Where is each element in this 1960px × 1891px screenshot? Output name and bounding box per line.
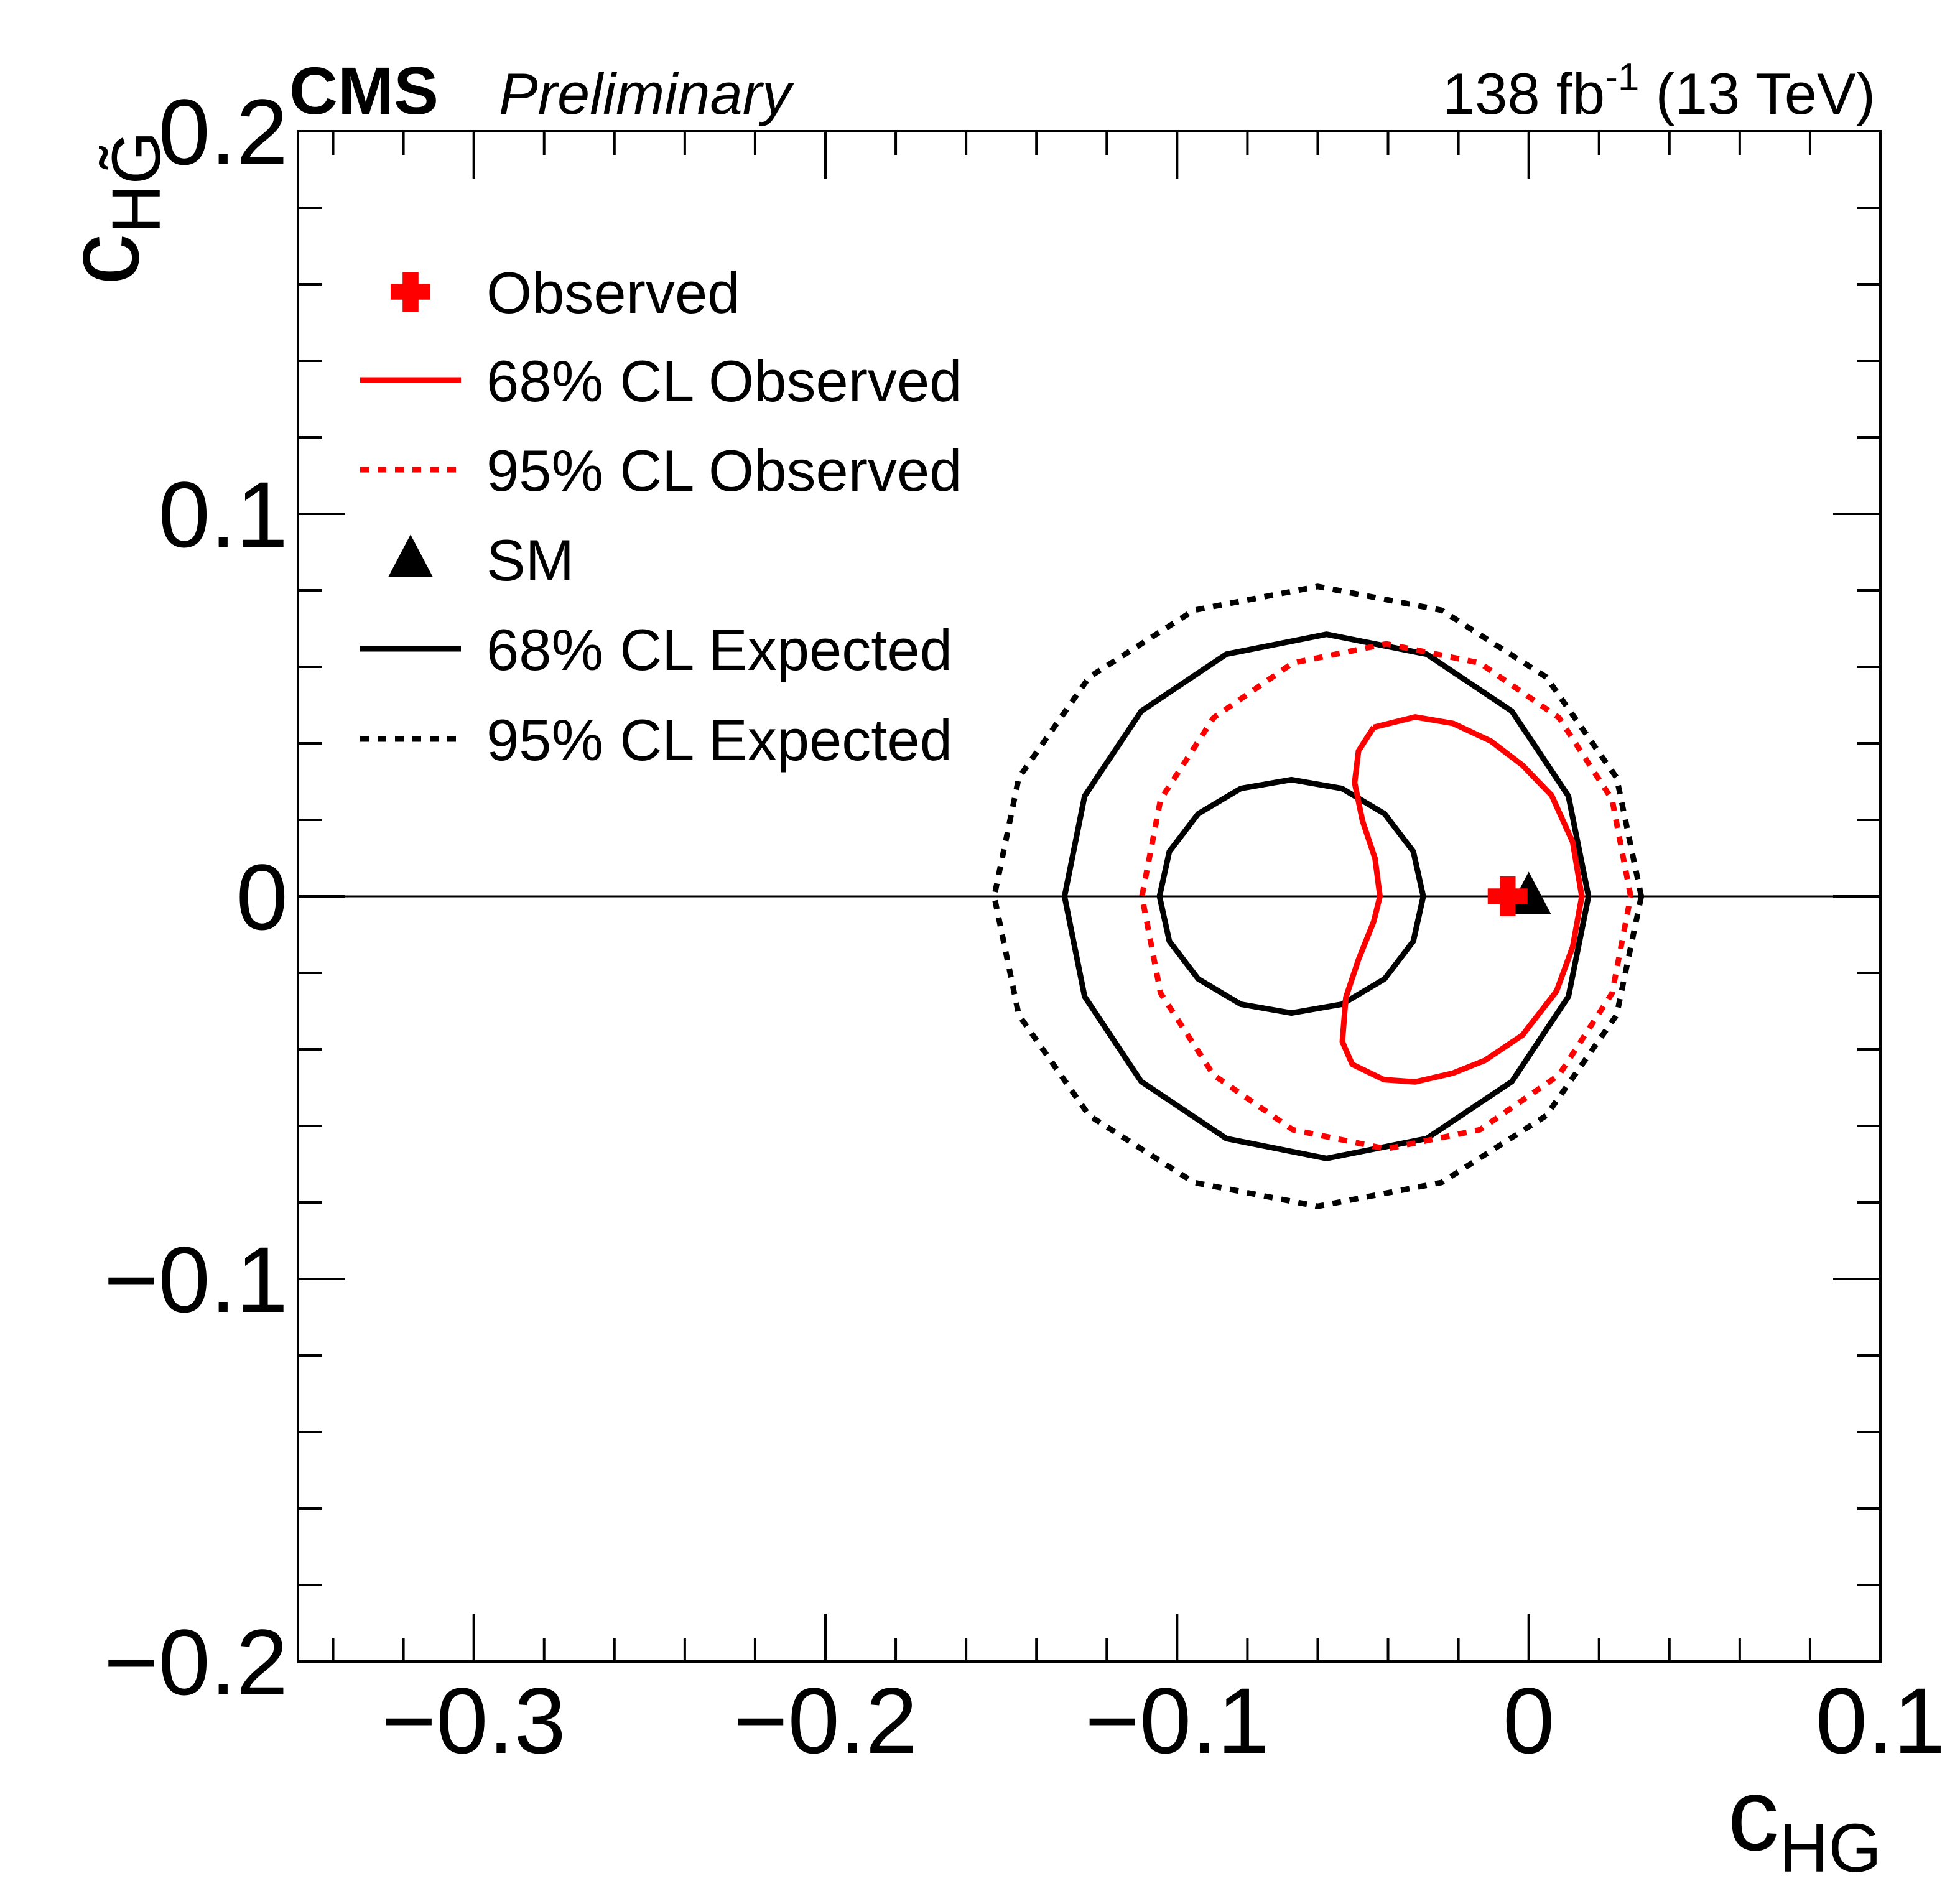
legend-item: Observed [391, 260, 740, 325]
y-tick-label: 0 [236, 845, 288, 949]
legend-label: Observed [486, 260, 740, 325]
contour-line [1339, 714, 1585, 1085]
y-tick-label: −0.1 [104, 1227, 288, 1332]
lumi-main: 138 fb [1442, 61, 1605, 126]
x-axis-title: cHG [1728, 1757, 1882, 1887]
y-axis-title-main: c [45, 234, 160, 286]
legend-label: 95% CL Expected [486, 707, 952, 773]
legend-item: 68% CL Observed [360, 348, 962, 414]
legend-item: 95% CL Expected [360, 707, 952, 773]
y-axis-title: cHG̃ [45, 131, 175, 286]
legend-swatch [391, 272, 430, 312]
legend-item: 95% CL Observed [360, 438, 962, 503]
x-tick-label: 0.1 [1816, 1668, 1946, 1773]
legend-swatch [388, 534, 433, 577]
contour-line [1139, 641, 1634, 1152]
chart-title: CMS [289, 53, 439, 128]
legend-label: SM [486, 527, 574, 593]
lumi-label: 138 fb-1 (13 TeV) [1442, 56, 1875, 126]
chart-subtitle: Preliminary [499, 61, 794, 126]
legend-label: 95% CL Observed [486, 438, 962, 503]
legend-label: 68% CL Expected [486, 617, 952, 682]
x-tick-label: −0.2 [733, 1668, 917, 1773]
y-axis-title-sub: HG̃ [98, 131, 175, 234]
legend-item: SM [388, 527, 574, 593]
lumi-sup: -1 [1605, 56, 1639, 99]
x-tick-label: 0 [1503, 1668, 1554, 1773]
marker-cross [1487, 876, 1528, 916]
x-tick-label: −0.1 [1085, 1668, 1269, 1773]
x-axis-title-sub: HG [1779, 1810, 1882, 1887]
y-tick-label: 0.2 [158, 80, 288, 184]
y-tick-label: 0.1 [158, 462, 288, 567]
lumi-energy: (13 TeV) [1639, 61, 1875, 126]
x-tick-label: −0.3 [382, 1668, 566, 1773]
y-tick-label: −0.2 [104, 1610, 288, 1714]
x-axis-title-main: c [1728, 1757, 1780, 1872]
legend-item: 68% CL Expected [360, 617, 952, 682]
legend-label: 68% CL Observed [486, 348, 962, 414]
